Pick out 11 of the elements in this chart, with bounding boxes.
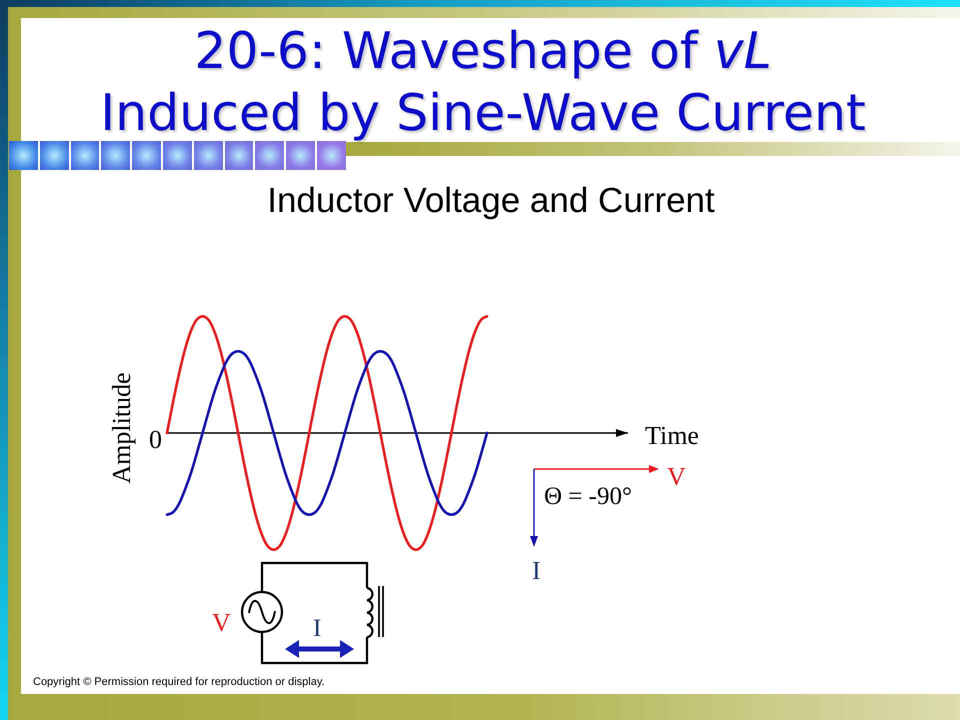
text: V xyxy=(667,462,686,491)
chart-subtitle: Inductor Voltage and Current xyxy=(267,181,715,220)
chart-title: 20-6: Waveshape of vL Induced by Sine-Wave Current xyxy=(100,21,866,142)
text: Θ = -90° xyxy=(544,483,632,510)
text: I xyxy=(313,615,322,642)
text: I xyxy=(532,556,541,585)
text: V xyxy=(212,608,231,637)
ref-line-label: 0 xyxy=(149,425,162,454)
text: Copyright © Permission required for reproduction or display. xyxy=(33,676,325,688)
text: Time xyxy=(645,421,699,450)
y-axis-title: Amplitude xyxy=(107,372,136,484)
